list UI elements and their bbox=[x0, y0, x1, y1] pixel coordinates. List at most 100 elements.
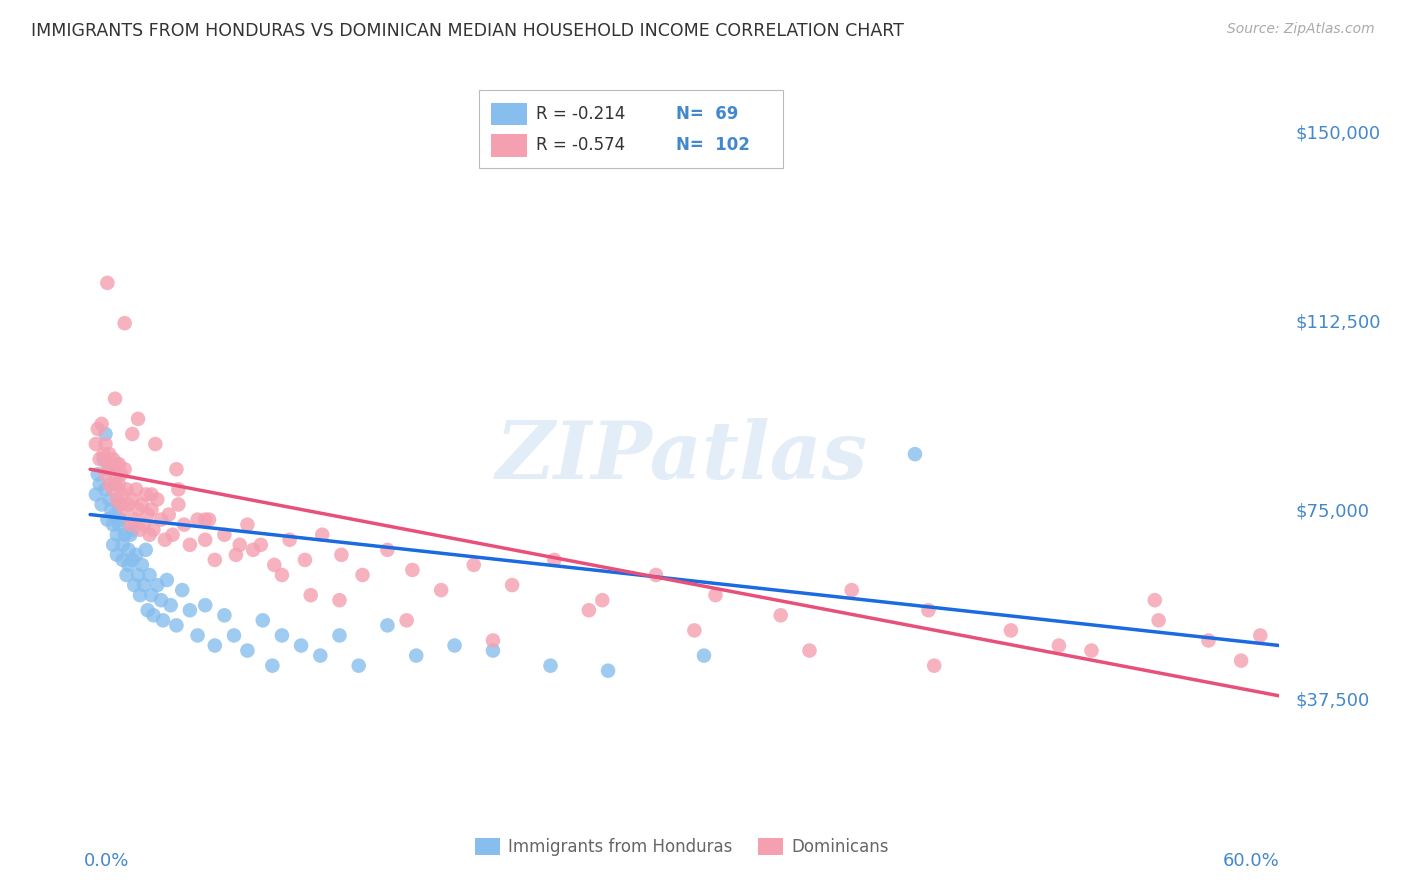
Point bbox=[98, 492, 121, 507]
Point bbox=[98, 447, 121, 461]
Point bbox=[290, 639, 312, 653]
Point bbox=[129, 523, 152, 537]
Point bbox=[122, 578, 145, 592]
Point bbox=[111, 487, 134, 501]
Point bbox=[395, 613, 418, 627]
Point bbox=[146, 578, 169, 592]
Point bbox=[101, 452, 124, 467]
Point bbox=[198, 513, 221, 527]
Point bbox=[89, 477, 111, 491]
Point bbox=[194, 513, 217, 527]
Point bbox=[1000, 624, 1022, 638]
Point bbox=[352, 568, 374, 582]
Point bbox=[799, 643, 821, 657]
Point bbox=[114, 527, 136, 541]
Point bbox=[127, 502, 149, 516]
Point bbox=[104, 477, 127, 491]
Point bbox=[540, 658, 562, 673]
Point bbox=[89, 452, 111, 467]
Point bbox=[135, 487, 157, 501]
Point bbox=[143, 437, 166, 451]
Point bbox=[271, 568, 294, 582]
Point bbox=[142, 608, 165, 623]
Point bbox=[121, 427, 143, 442]
Point bbox=[138, 527, 160, 541]
Point bbox=[117, 558, 139, 572]
Point bbox=[167, 498, 190, 512]
Point bbox=[141, 487, 163, 501]
Point bbox=[917, 603, 939, 617]
Point bbox=[132, 578, 155, 592]
Point bbox=[405, 648, 427, 663]
Point bbox=[179, 538, 201, 552]
Point bbox=[136, 603, 159, 617]
Point bbox=[84, 437, 107, 451]
Point bbox=[157, 508, 180, 522]
Legend: Immigrants from Honduras, Dominicans: Immigrants from Honduras, Dominicans bbox=[468, 831, 896, 863]
Point bbox=[108, 517, 131, 532]
Point bbox=[101, 483, 124, 497]
Point bbox=[222, 628, 245, 642]
Point bbox=[204, 639, 226, 653]
Point bbox=[214, 608, 236, 623]
Point bbox=[328, 593, 350, 607]
Text: R = -0.214: R = -0.214 bbox=[536, 104, 626, 122]
Point bbox=[194, 533, 217, 547]
Point bbox=[172, 583, 194, 598]
Point bbox=[114, 462, 136, 476]
Point bbox=[101, 517, 124, 532]
Point bbox=[1230, 654, 1253, 668]
Point bbox=[596, 664, 619, 678]
Point bbox=[1047, 639, 1070, 653]
Point bbox=[94, 483, 117, 497]
Point bbox=[101, 538, 124, 552]
Point bbox=[225, 548, 247, 562]
Point bbox=[236, 517, 259, 532]
Point bbox=[141, 502, 163, 516]
Point bbox=[162, 527, 184, 541]
FancyBboxPatch shape bbox=[479, 90, 783, 168]
Point bbox=[156, 573, 179, 587]
Point bbox=[463, 558, 485, 572]
Point bbox=[105, 492, 128, 507]
Point bbox=[430, 583, 453, 598]
Point bbox=[120, 527, 142, 541]
Point bbox=[110, 467, 132, 482]
Point bbox=[127, 568, 149, 582]
Point bbox=[87, 422, 110, 436]
Point bbox=[263, 558, 285, 572]
Point bbox=[150, 513, 173, 527]
Point bbox=[122, 513, 145, 527]
Point bbox=[111, 538, 134, 552]
Point bbox=[167, 483, 190, 497]
Point bbox=[94, 437, 117, 451]
Point bbox=[115, 483, 138, 497]
Point bbox=[1147, 613, 1170, 627]
Point bbox=[309, 648, 332, 663]
Point bbox=[214, 527, 236, 541]
Point bbox=[98, 462, 121, 476]
Point bbox=[105, 527, 128, 541]
Point bbox=[100, 462, 122, 476]
Text: 60.0%: 60.0% bbox=[1223, 853, 1279, 871]
Point bbox=[114, 502, 136, 516]
Point bbox=[904, 447, 927, 461]
Point bbox=[194, 599, 217, 613]
Point bbox=[108, 498, 131, 512]
Point bbox=[482, 633, 505, 648]
Point bbox=[501, 578, 523, 592]
Point bbox=[153, 533, 176, 547]
Point bbox=[84, 487, 107, 501]
Point bbox=[262, 658, 284, 673]
Point bbox=[1080, 643, 1102, 657]
Point bbox=[922, 658, 945, 673]
Point bbox=[186, 628, 208, 642]
Point bbox=[543, 553, 565, 567]
Point bbox=[131, 558, 153, 572]
Point bbox=[117, 542, 139, 557]
Point bbox=[186, 513, 208, 527]
Point bbox=[108, 477, 131, 491]
Point bbox=[704, 588, 727, 602]
Point bbox=[100, 502, 122, 516]
Point bbox=[271, 628, 294, 642]
